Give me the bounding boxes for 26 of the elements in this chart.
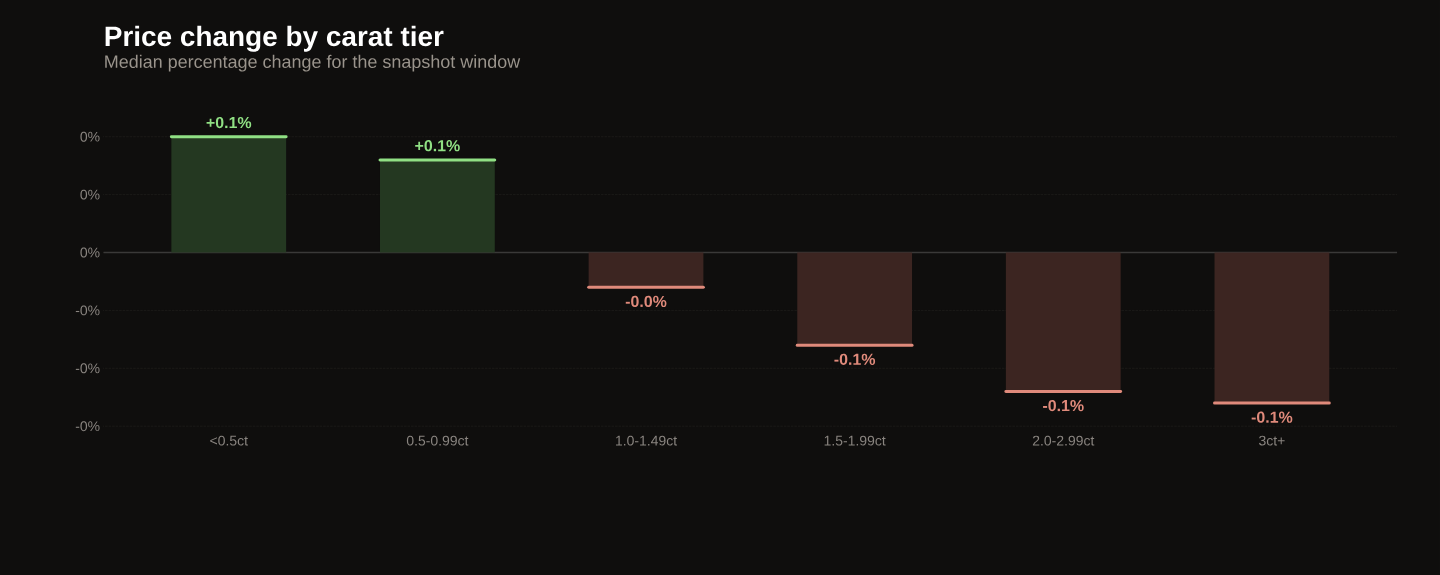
chart-title: Price change by carat tier <box>105 25 444 52</box>
x-tick-label: 1.5-1.99ct <box>824 435 886 446</box>
data-label: -0.1% <box>1043 400 1084 412</box>
y-tick-label: -0% <box>75 421 100 432</box>
x-tick-label: 1.0-1.49ct <box>616 435 677 446</box>
y-tick-label: -0% <box>75 363 100 374</box>
bar <box>380 159 495 253</box>
data-label: -0.1% <box>1251 411 1293 423</box>
y-tick-label: 0% <box>80 189 100 200</box>
chart-subtitle: Median percentage change for the snapshot window <box>105 54 521 72</box>
y-tick-label: -0% <box>75 305 100 316</box>
y-tick-label: 0% <box>80 247 100 258</box>
data-label: +0.1% <box>415 140 460 152</box>
data-label: -0.1% <box>834 353 876 365</box>
bar <box>171 136 287 253</box>
bar <box>588 252 704 288</box>
x-tick-label: 2.0-2.99ct <box>1032 435 1095 446</box>
x-tick-label: <0.5ct <box>210 435 248 446</box>
data-label: -0.0% <box>625 295 667 308</box>
data-label: +0.1% <box>206 116 252 129</box>
x-tick-label: 3ct+ <box>1259 435 1285 446</box>
bar <box>1005 252 1121 392</box>
x-tick-label: 0.5-0.99ct <box>406 435 469 446</box>
y-tick-label: 0% <box>80 131 100 142</box>
bar <box>1214 252 1330 404</box>
bar <box>797 252 913 346</box>
